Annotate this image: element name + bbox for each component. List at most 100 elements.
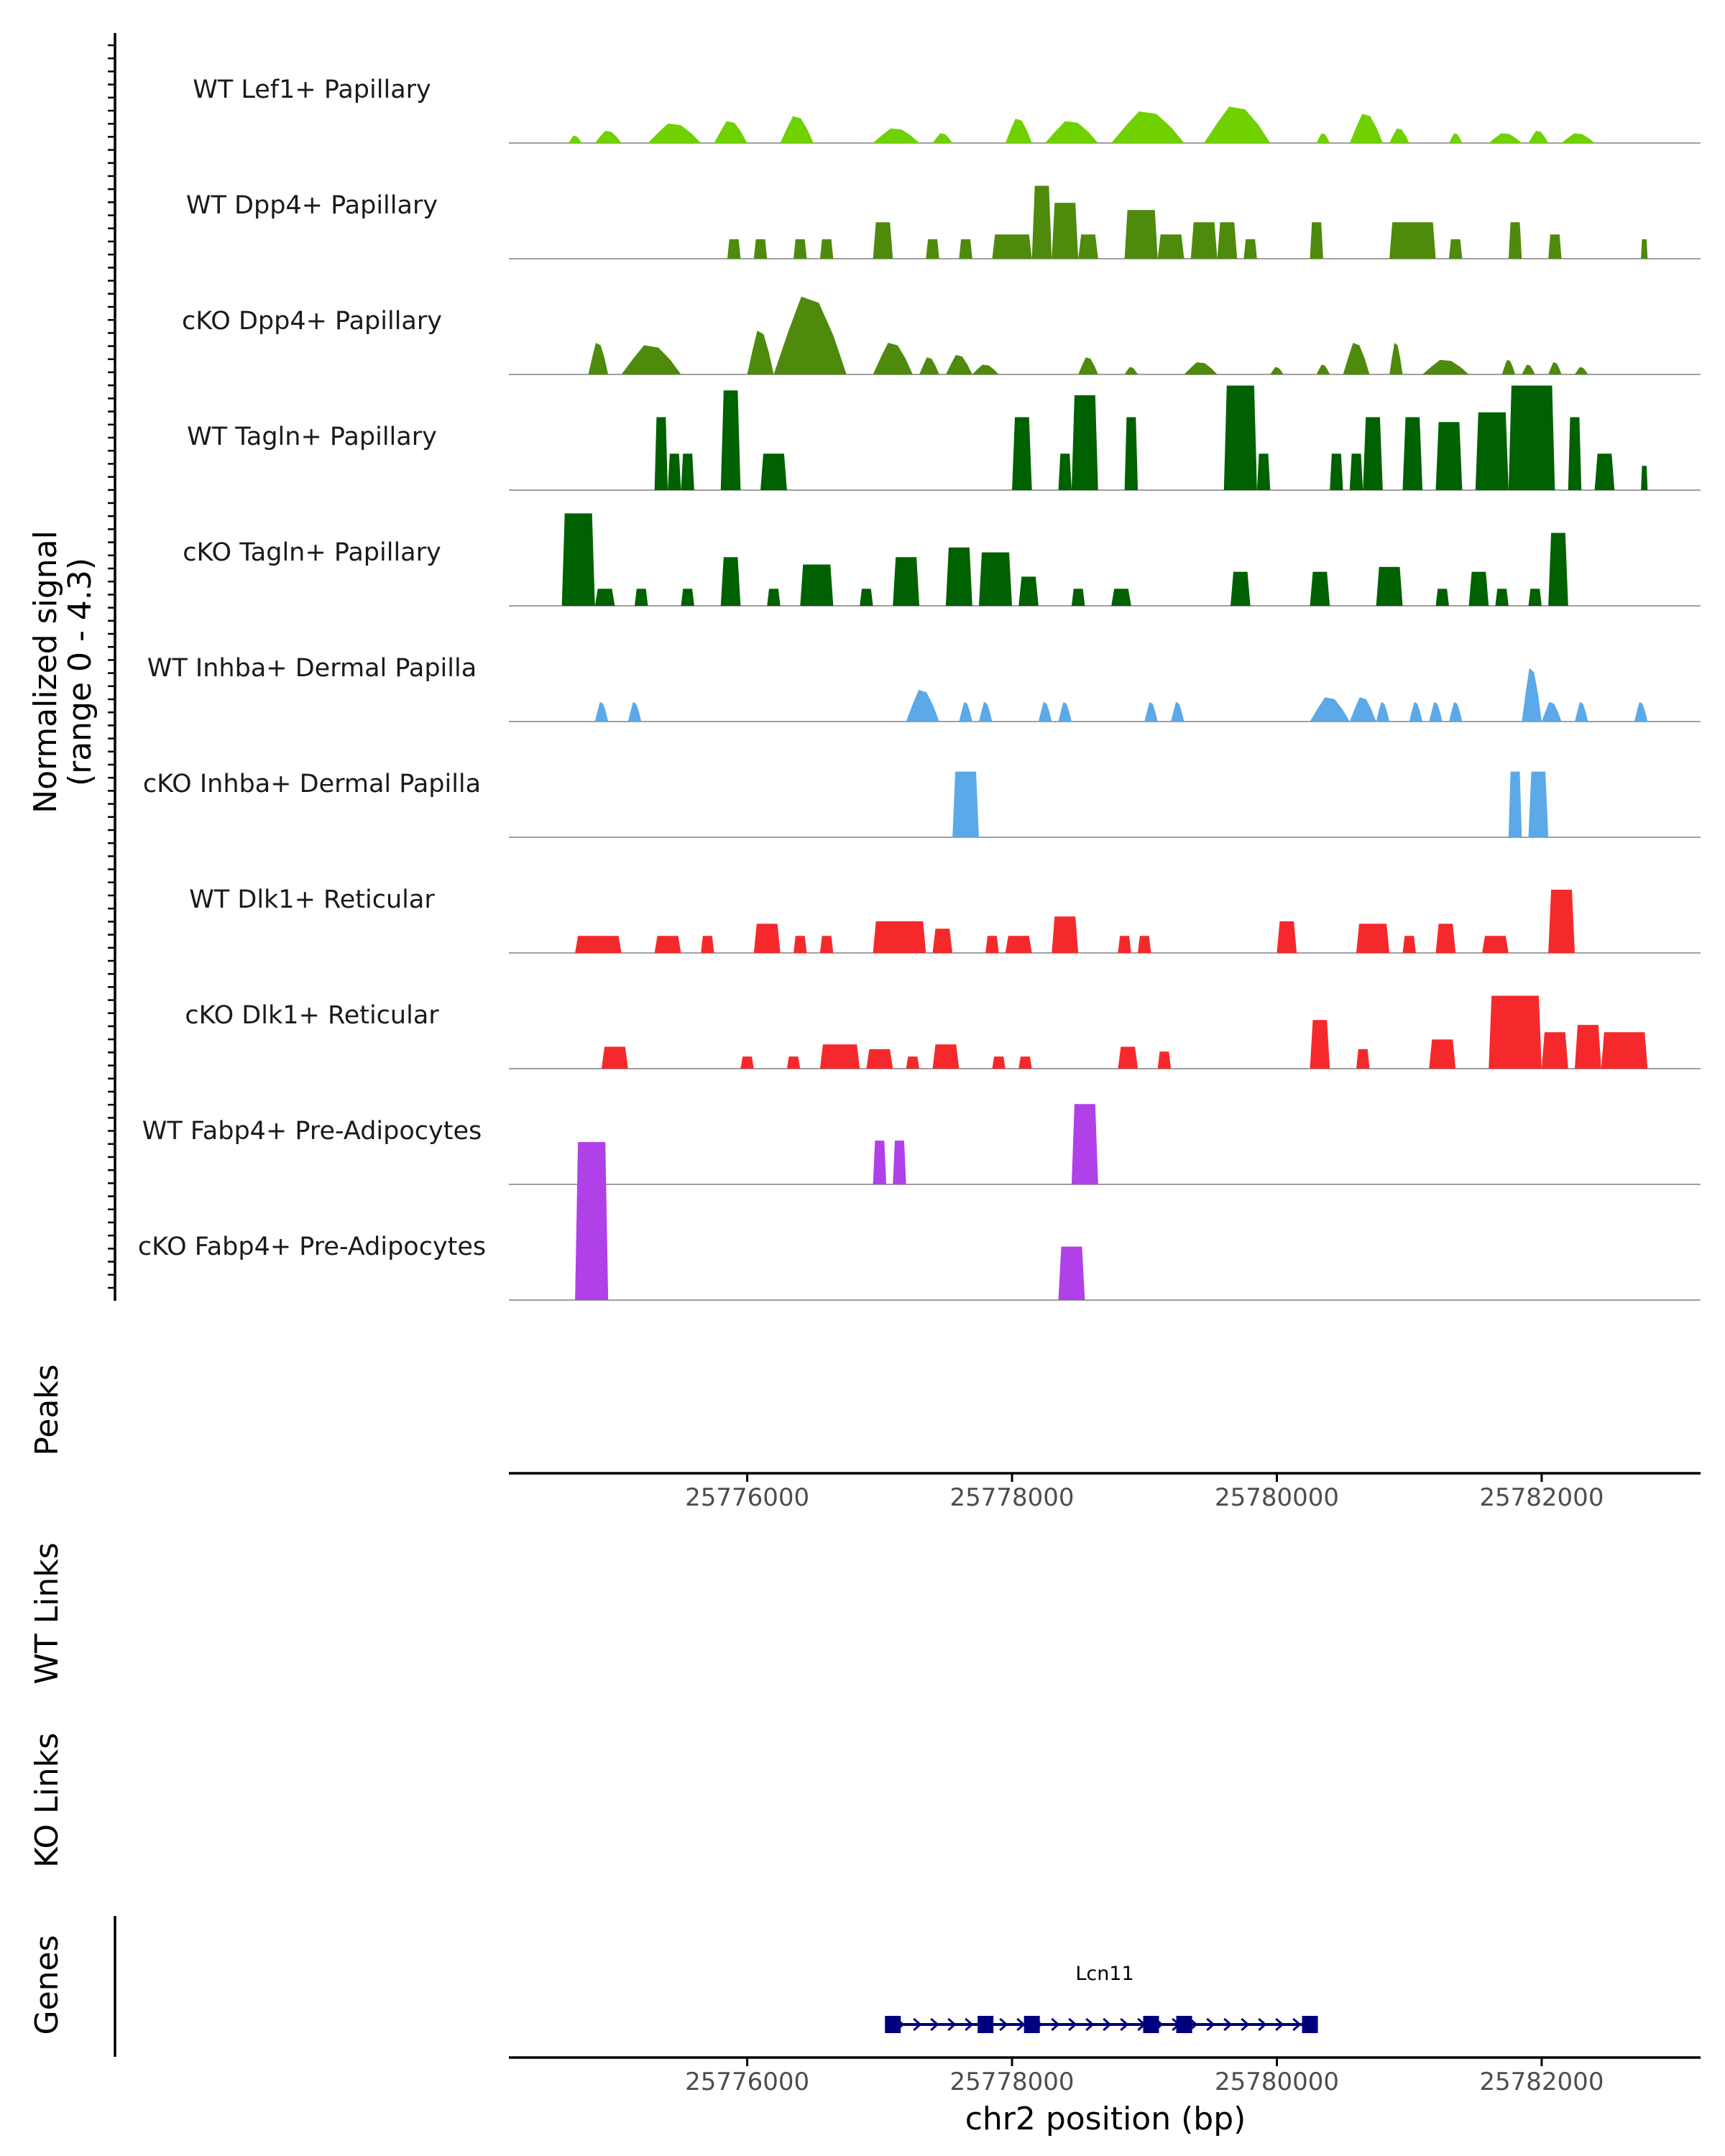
strand-arrow xyxy=(1016,2017,1026,2032)
coverage-peak xyxy=(873,1141,887,1184)
coverage-peak xyxy=(588,343,609,374)
coverage-peak xyxy=(1071,1104,1098,1184)
coverage-peak xyxy=(575,1142,609,1300)
coverage-peak xyxy=(1052,203,1079,259)
coverage-peak xyxy=(1045,121,1098,143)
coverage-peak xyxy=(1243,239,1257,259)
coverage-peak xyxy=(1389,343,1403,374)
strand-arrow xyxy=(1085,2017,1095,2032)
coverage-peak xyxy=(932,1044,960,1069)
strand-arrow xyxy=(1068,2017,1077,2032)
x-axis-title: chr2 position (bp) xyxy=(965,2101,1246,2137)
coverage-peak xyxy=(1310,1020,1330,1069)
coverage-peak xyxy=(1468,571,1489,606)
coverage-peak xyxy=(1052,916,1079,953)
coverage-peak xyxy=(819,936,834,953)
coverage-peak xyxy=(720,390,741,490)
coverage-peak xyxy=(1508,222,1522,259)
strand-arrow xyxy=(1051,2017,1060,2032)
coverage-peak xyxy=(873,128,920,143)
coverage-peak xyxy=(1018,1056,1032,1069)
coverage-peak xyxy=(747,331,774,374)
coverage-peak xyxy=(1071,395,1098,490)
strand-arrow xyxy=(1241,2017,1250,2032)
track-label: cKO Inhba+ Dermal Papilla xyxy=(143,770,481,798)
coverage-peak xyxy=(1256,453,1271,490)
coverage-peak xyxy=(727,239,741,259)
track-6: cKO Inhba+ Dermal Papilla xyxy=(143,770,1701,838)
genes-x-axis: 25776000 25778000 25780000 25782000 xyxy=(509,2056,1701,2096)
coverage-peak xyxy=(1157,234,1184,259)
coverage-peak xyxy=(1223,385,1257,490)
coverage-peak xyxy=(654,936,681,953)
coverage-peak xyxy=(873,222,893,259)
coverage-peak xyxy=(800,564,834,606)
coverage-peak xyxy=(561,513,595,606)
coverage-peak xyxy=(1435,422,1463,490)
track-label: WT Inhba+ Dermal Papilla xyxy=(147,654,477,683)
coverage-peak xyxy=(1402,417,1423,490)
coverage-peak xyxy=(1541,1032,1568,1069)
coverage-peak xyxy=(1528,771,1549,837)
coverage-peak xyxy=(760,453,787,490)
coverage-peak xyxy=(1522,668,1542,722)
coverage-peak xyxy=(978,552,1013,606)
coverage-peak xyxy=(860,589,873,606)
coverage-peak xyxy=(575,936,622,953)
track-label: cKO Tagln+ Papillary xyxy=(183,538,441,567)
coverage-peak xyxy=(1422,359,1469,374)
x-tick-label: 25778000 xyxy=(950,1483,1075,1512)
peaks-track-label: Peaks xyxy=(29,1364,65,1455)
coverage-peak xyxy=(1316,364,1330,374)
coverage-peak xyxy=(1124,417,1138,490)
coverage-peak xyxy=(1548,234,1562,259)
coverage-peak xyxy=(932,133,953,143)
coverage-peak xyxy=(1356,923,1390,953)
y-axis-title: Normalized signal (range 0 - 4.3) xyxy=(27,530,98,814)
coverage-peak xyxy=(1634,701,1648,722)
signal-y-axis xyxy=(108,33,116,1301)
track-4: cKO Tagln+ Papillary xyxy=(183,513,1701,607)
coverage-peak xyxy=(568,135,582,143)
coverage-peak xyxy=(1058,701,1072,722)
coverage-peak xyxy=(1005,119,1032,143)
coverage-peak xyxy=(1316,133,1330,143)
coverage-peak xyxy=(1429,1039,1456,1069)
coverage-peak xyxy=(780,116,814,143)
coverage-peak xyxy=(1058,1246,1085,1300)
ko-links-track-label: KO Links xyxy=(29,1733,65,1868)
coverage-peak xyxy=(1541,701,1562,722)
track-0: WT Lef1+ Papillary xyxy=(193,75,1701,144)
x-tick-label: 25776000 xyxy=(685,1483,809,1512)
y-axis-title-line2: (range 0 - 4.3) xyxy=(62,558,98,786)
coverage-peak xyxy=(1356,1049,1370,1069)
coverage-peak xyxy=(1448,133,1463,143)
track-label: WT Dlk1+ Reticular xyxy=(189,885,435,914)
coverage-peak xyxy=(1594,453,1615,490)
track-label: WT Dpp4+ Papillary xyxy=(186,191,438,220)
strand-arrow xyxy=(1292,2017,1302,2032)
strand-arrow xyxy=(1223,2017,1233,2032)
coverage-peak xyxy=(1270,367,1284,374)
coverage-peak xyxy=(1012,417,1032,490)
coverage-peak xyxy=(1310,571,1330,606)
coverage-peak xyxy=(1310,222,1323,259)
coverage-peak xyxy=(1349,697,1376,722)
coverage-peak xyxy=(1482,936,1509,953)
coverage-peak xyxy=(1528,589,1542,606)
coverage-peak xyxy=(1038,701,1052,722)
x-tick-label: 25782000 xyxy=(1479,1483,1604,1512)
coverage-peak xyxy=(1548,533,1568,606)
coverage-peak xyxy=(1078,357,1098,374)
coverage-peak xyxy=(1389,128,1409,143)
coverage-peak xyxy=(978,701,993,722)
coverage-peak xyxy=(1058,453,1072,490)
gene-exon xyxy=(1302,2016,1318,2033)
gene-exon xyxy=(978,2016,994,2033)
coverage-peak xyxy=(985,936,999,953)
coverage-peak xyxy=(1508,385,1555,490)
track-3: WT Tagln+ Papillary xyxy=(187,385,1701,491)
coverage-peak xyxy=(1118,1046,1138,1069)
x-tick-label: 25778000 xyxy=(950,2068,1075,2096)
